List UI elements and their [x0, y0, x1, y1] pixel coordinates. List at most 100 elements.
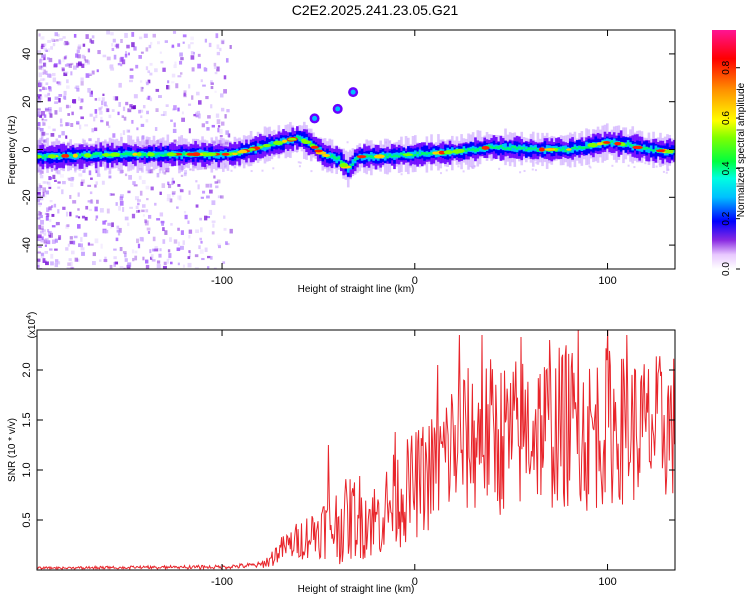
speckle-cell — [196, 114, 199, 118]
speckle-cell — [127, 130, 130, 133]
speckle-cell — [75, 215, 79, 218]
trace-hotspot — [61, 154, 67, 158]
speckle-cell — [41, 229, 46, 232]
trace-cell — [513, 145, 517, 149]
speckle-cell — [199, 217, 203, 221]
speckle-cell — [154, 246, 158, 250]
speckle-cell — [154, 127, 158, 131]
speckle-cell — [184, 170, 188, 175]
speckle-cell — [152, 236, 156, 242]
trace-cell — [157, 152, 160, 155]
speckle-cell — [119, 200, 124, 206]
speckle-cell — [198, 113, 201, 119]
speckle-cell — [54, 96, 59, 100]
speckle-cell — [40, 227, 44, 231]
speckle-cell — [38, 65, 42, 70]
speckle-cell — [118, 168, 122, 174]
speckle-cell — [119, 196, 124, 201]
y-tick-label: 1.5 — [21, 412, 33, 427]
speckle-cell — [39, 195, 44, 201]
speckle-cell — [535, 161, 538, 164]
speckle-cell — [104, 261, 107, 264]
speckle-cell — [129, 68, 134, 71]
speckle-cell — [62, 95, 66, 100]
speckle-cell — [211, 124, 215, 128]
speckle-cell — [37, 199, 40, 202]
speckle-cell — [137, 199, 141, 202]
speckle-cell — [66, 85, 70, 89]
speckle-cell — [58, 134, 61, 138]
speckle-cell — [58, 235, 62, 240]
trace-cell — [418, 149, 422, 157]
speckle-cell — [48, 86, 51, 90]
speckle-cell — [116, 225, 120, 229]
speckle-cell — [38, 95, 41, 99]
speckle-cell — [156, 218, 161, 221]
speckle-cell — [162, 67, 166, 72]
speckle-cell — [83, 232, 88, 237]
speckle-cell — [173, 105, 177, 111]
trace-cell — [612, 142, 616, 145]
speckle-cell — [63, 56, 67, 60]
trace-cell — [143, 153, 146, 156]
speckle-cell — [94, 184, 97, 188]
trace-cell — [494, 146, 498, 149]
speckle-cell — [37, 237, 41, 242]
speckle-cell — [43, 69, 46, 75]
speckle-cell — [77, 208, 80, 211]
speckle-cell — [83, 56, 86, 61]
speckle-cell — [155, 88, 160, 92]
speckle-cell — [213, 66, 217, 70]
speckle-cell — [219, 93, 224, 98]
speckle-cell — [140, 115, 143, 119]
speckle-cell — [166, 198, 171, 202]
speckle-cell — [160, 220, 165, 224]
speckle-cell — [160, 113, 165, 117]
speckle-cell — [103, 101, 107, 106]
trace-cell — [511, 144, 514, 152]
speckle-cell — [102, 220, 106, 225]
speckle-cell — [140, 109, 144, 113]
speckle-cell — [175, 83, 179, 89]
speckle-cell — [96, 173, 101, 177]
speckle-cell — [216, 119, 221, 125]
trace-cell — [351, 159, 355, 166]
speckle-cell — [147, 214, 152, 219]
speckle-cell — [149, 97, 153, 102]
speckle-cell — [131, 119, 134, 124]
speckle-cell — [210, 82, 214, 85]
speckle-cell — [138, 55, 142, 59]
speckle-cell — [116, 229, 121, 233]
speckle-cell — [131, 32, 135, 37]
trace-cell — [337, 156, 341, 160]
trace-cell — [585, 141, 588, 149]
trace-hotspot — [136, 152, 142, 157]
speckle-cell — [62, 57, 65, 63]
speckle-cell — [208, 209, 213, 215]
trace-cell — [654, 148, 658, 151]
trace-cell — [488, 144, 491, 148]
trace-cell — [557, 147, 561, 152]
speckle-cell — [39, 212, 43, 215]
speckle-cell — [161, 223, 165, 226]
speckle-cell — [149, 62, 153, 66]
speckle-cell — [89, 38, 92, 43]
colorbar-tick-label: 0.2 — [721, 211, 732, 225]
speckle-cell — [106, 208, 110, 214]
speckle-cell — [52, 128, 56, 132]
speckle-cell — [633, 166, 636, 169]
trace-cell — [43, 153, 47, 161]
y-tick-label: 2.0 — [21, 362, 33, 377]
colorbar-tick-label: 0.4 — [721, 161, 732, 175]
speckle-cell — [159, 212, 164, 217]
speckle-cell — [58, 38, 63, 41]
speckle-cell — [45, 108, 49, 112]
trace-cell — [395, 154, 399, 157]
signal-trace — [37, 121, 675, 188]
speckle-cell — [534, 169, 537, 172]
speckle-cell — [69, 236, 73, 240]
speckle-cell — [167, 80, 170, 84]
speckle-cell — [498, 167, 501, 170]
trace-cell — [645, 146, 648, 150]
speckle-cell — [47, 107, 52, 111]
